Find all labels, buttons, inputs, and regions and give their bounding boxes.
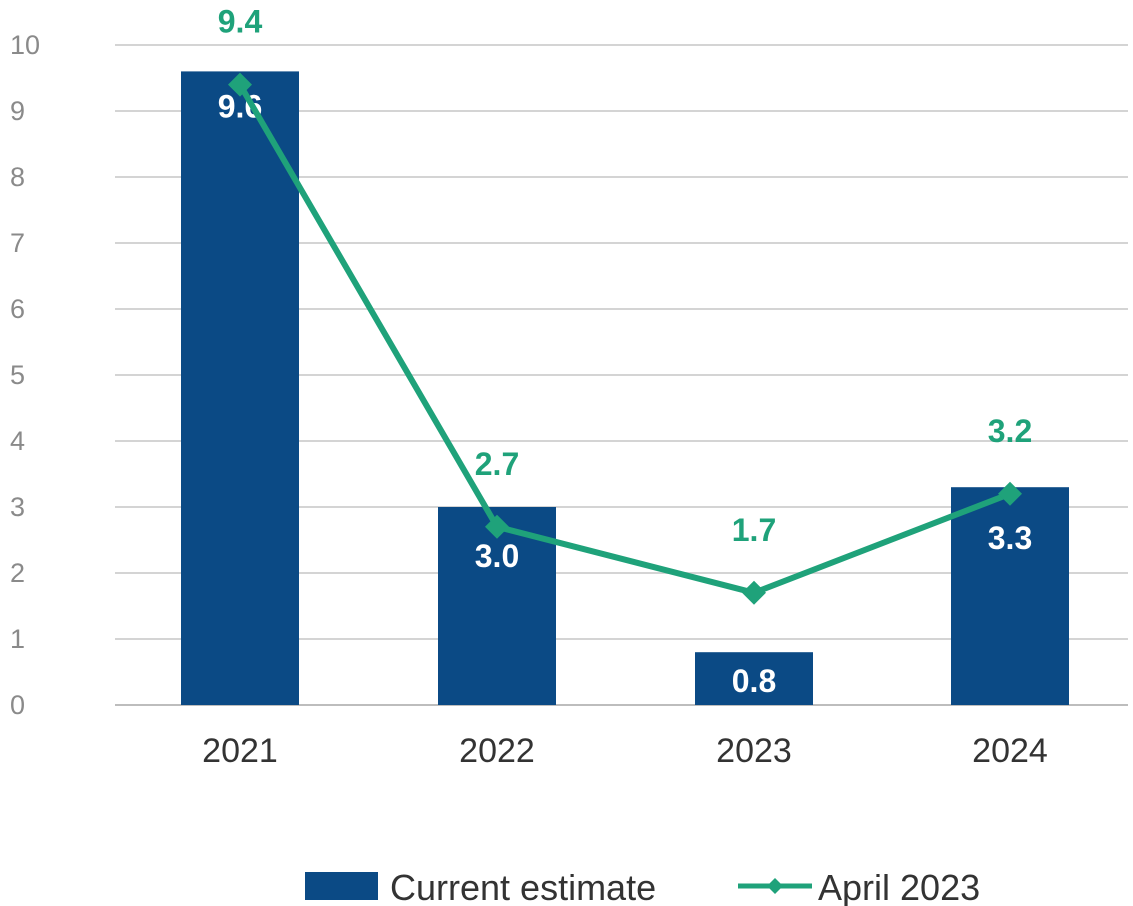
x-tick-label-2023: 2023	[716, 732, 792, 770]
y-tick-label-6: 6	[10, 294, 25, 324]
y-tick-label-4: 4	[10, 426, 25, 456]
line-label-2024: 3.2	[988, 413, 1032, 449]
line-label-2022: 2.7	[475, 446, 519, 482]
bar-label-2022: 3.0	[475, 538, 519, 574]
legend-marker-april-2023	[767, 878, 783, 894]
legend-label-current-estimate: Current estimate	[390, 867, 656, 906]
bar-2024	[951, 487, 1069, 705]
y-tick-label-5: 5	[10, 360, 25, 390]
line-marker-2024	[998, 481, 1022, 506]
line-marker-2023	[742, 580, 766, 605]
y-tick-label-10: 10	[10, 30, 40, 60]
y-axis: 0 1 2 3 4 5 6 7 8 9 10	[10, 30, 40, 720]
line-label-2023: 1.7	[732, 512, 776, 548]
bar-label-2024: 3.3	[988, 520, 1032, 556]
y-tick-label-9: 9	[10, 96, 25, 126]
bar-2021	[181, 71, 299, 705]
y-tick-label-0: 0	[10, 690, 25, 720]
line-series	[228, 72, 1022, 605]
line-label-2021: 9.4	[218, 4, 263, 40]
x-tick-label-2021: 2021	[202, 732, 278, 770]
line-data-labels: 9.4 2.7 1.7 3.2	[218, 4, 1032, 548]
y-tick-label-7: 7	[10, 228, 25, 258]
line-april-2023	[237, 83, 1012, 596]
line-marker-2022	[485, 514, 509, 539]
legend-label-april-2023: April 2023	[818, 867, 980, 906]
legend-swatch-current-estimate	[305, 872, 378, 900]
y-tick-label-3: 3	[10, 492, 25, 522]
bar-label-2023: 0.8	[732, 663, 776, 699]
y-tick-label-2: 2	[10, 558, 25, 588]
bar-series	[181, 71, 1069, 705]
bar-2022	[438, 507, 556, 705]
x-tick-label-2022: 2022	[459, 732, 535, 770]
y-tick-label-8: 8	[10, 162, 25, 192]
bar-data-labels: 9.63.00.83.3	[218, 88, 1032, 699]
x-tick-label-2024: 2024	[972, 732, 1048, 770]
legend: Current estimate April 2023	[305, 867, 980, 906]
x-axis: 2021 2022 2023 2024	[202, 732, 1048, 770]
line-marker-2021	[228, 72, 252, 97]
y-tick-label-1: 1	[10, 624, 25, 654]
bar-2023	[695, 652, 813, 705]
